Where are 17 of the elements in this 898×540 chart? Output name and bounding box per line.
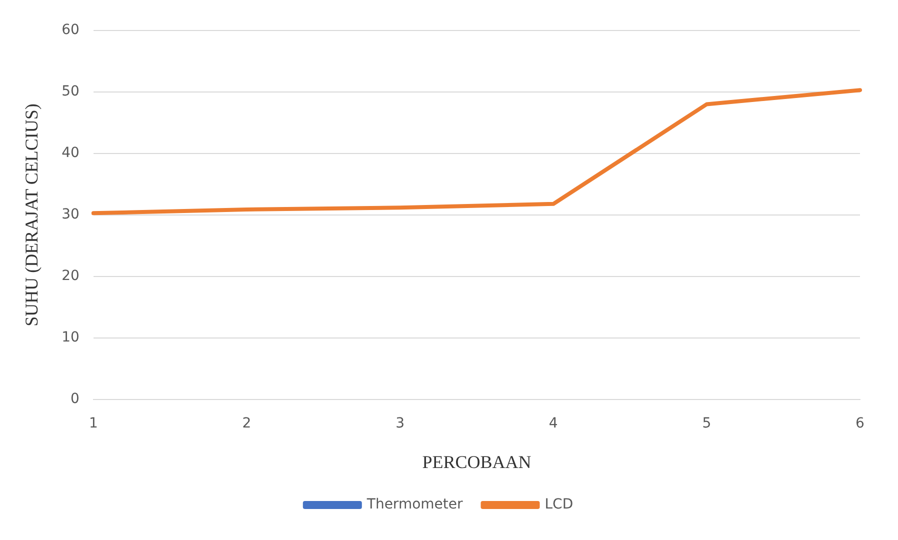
y-tick-label: 10 <box>62 330 80 346</box>
y-tick-label: 20 <box>62 268 80 284</box>
legend-label: LCD <box>544 496 574 513</box>
x-tick-label: 3 <box>396 416 405 432</box>
x-tick-label: 4 <box>548 416 558 432</box>
y-tick-label: 60 <box>62 22 80 38</box>
y-tick-label: 0 <box>70 391 80 408</box>
x-tick-label: 5 <box>702 416 712 432</box>
x-tick-label: 2 <box>242 416 252 432</box>
y-axis-title: SUHU (DERAJAT CELCIUS) <box>22 104 42 326</box>
y-tick-label: 40 <box>62 145 80 162</box>
y-tick-label: 50 <box>62 84 80 100</box>
x-axis-title: PERCOBAAN <box>422 452 532 472</box>
x-tick-label: 1 <box>88 416 98 432</box>
x-tick-label: 6 <box>856 416 865 432</box>
y-tick-label: 30 <box>62 206 80 223</box>
legend-label: Thermometer <box>366 496 463 513</box>
